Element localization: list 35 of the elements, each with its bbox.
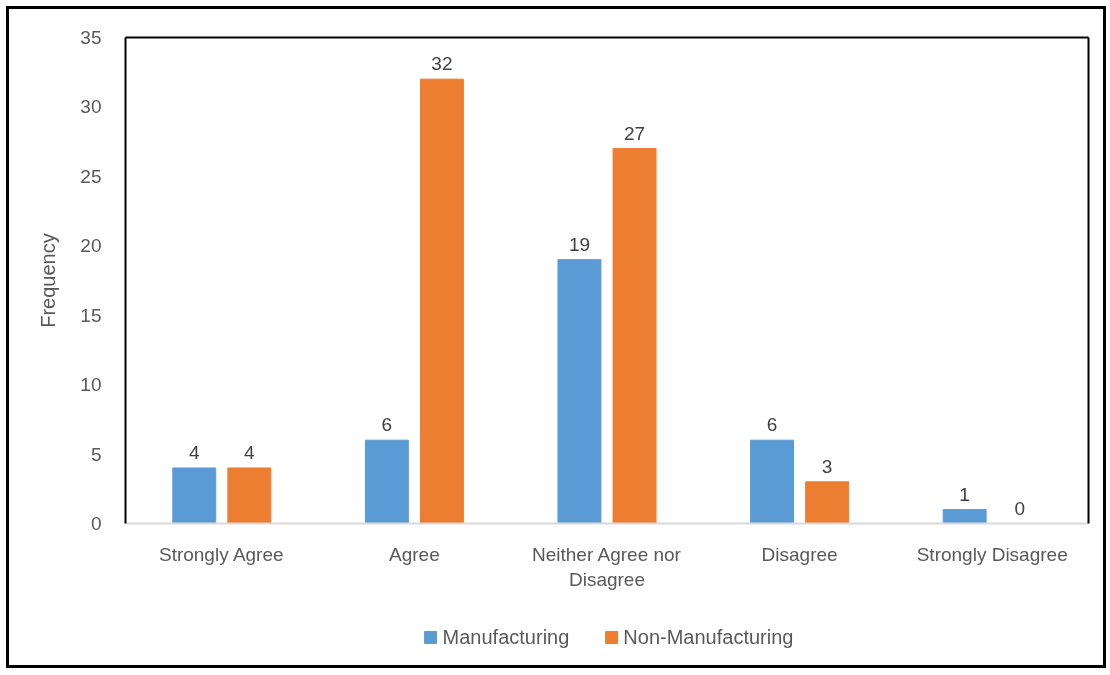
data-label: 4 [244,441,256,463]
data-label: 19 [568,233,591,255]
y-tick-label: 25 [80,165,102,187]
bar [419,78,464,524]
bar [364,439,409,524]
data-label: 1 [959,483,970,505]
data-label: 3 [821,455,833,477]
x-tick-label: Strongly Agree [158,543,284,565]
bar [172,467,217,524]
y-tick-label: 10 [80,374,102,396]
x-tick-label: Neither Agree nor Disagree [532,543,682,590]
x-tick-label: Agree [389,543,440,565]
data-label: 0 [1014,497,1026,519]
y-tick-label: 5 [90,443,102,465]
x-tick-label: Strongly Disagree [916,543,1068,565]
bar [612,148,657,524]
data-label: 4 [188,441,200,463]
legend-label: Non-Manufacturing [623,625,794,649]
y-tick-label: 35 [80,27,102,48]
bar [750,439,795,524]
data-label: 27 [623,122,646,144]
y-tick-label: 30 [80,96,102,118]
bar [227,467,272,524]
data-label: 6 [766,414,778,436]
data-label: 32 [431,53,453,75]
data-label: 6 [381,414,393,436]
y-tick-label: 0 [90,513,102,534]
y-tick-label: 15 [80,304,102,326]
y-tick-label: 20 [80,235,102,257]
bar [805,481,850,524]
legend-label: Manufacturing [442,625,570,649]
x-tick-label: Disagree [761,543,838,565]
y-axis-title: Frequency [37,233,60,328]
bar [942,509,987,524]
bar [557,259,602,524]
